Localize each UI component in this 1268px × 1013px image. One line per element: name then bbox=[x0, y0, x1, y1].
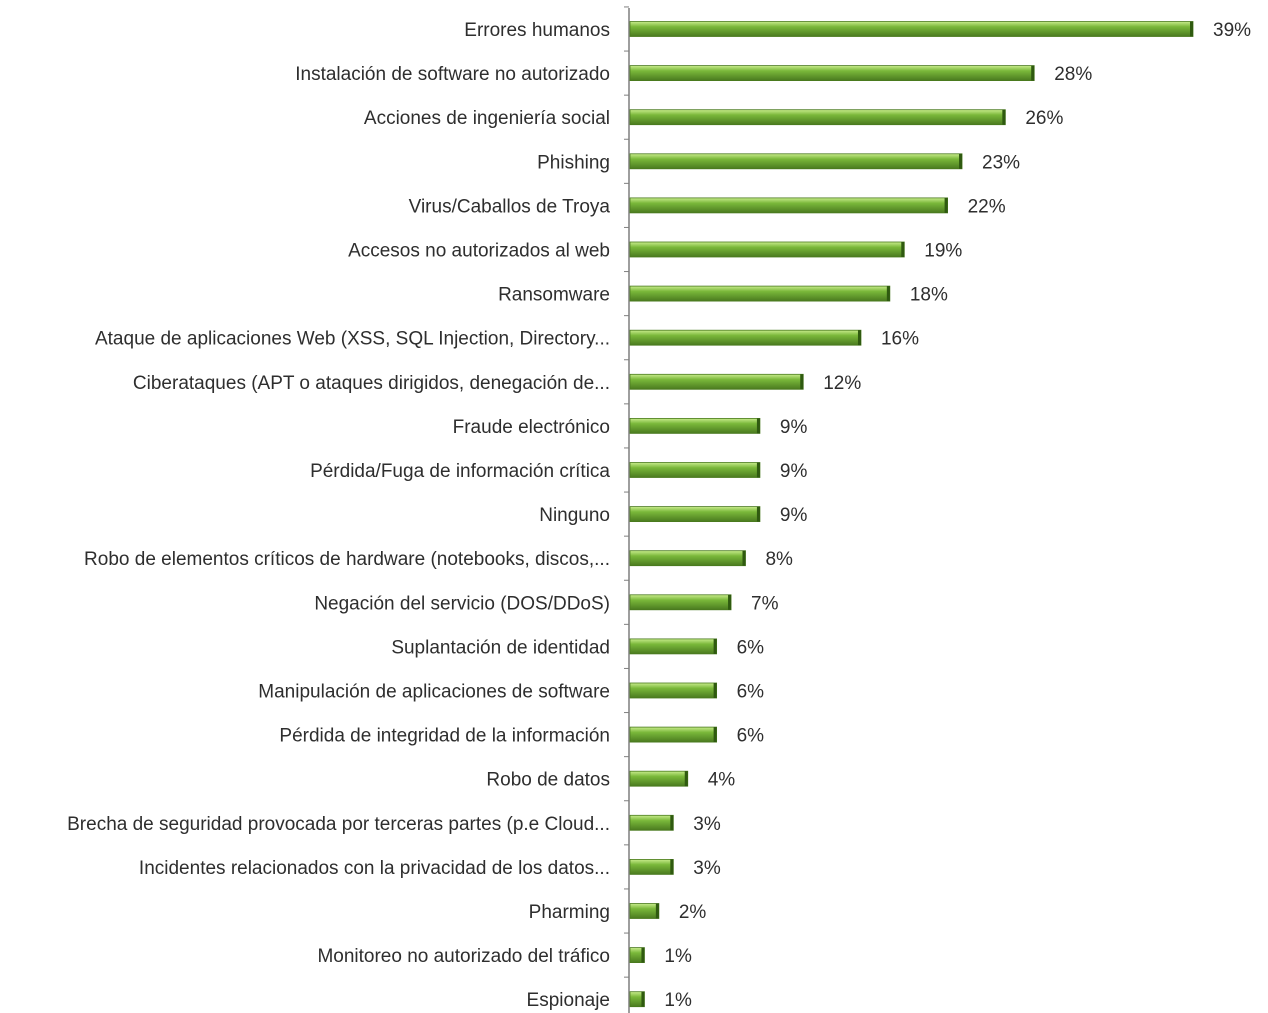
bar-errores-humanos bbox=[629, 21, 1194, 37]
category-label: Suplantación de identidad bbox=[391, 637, 610, 658]
value-label: 1% bbox=[664, 946, 692, 967]
category-label: Espionaje bbox=[527, 990, 610, 1011]
y-axis-ticks bbox=[624, 6, 629, 978]
value-label: 23% bbox=[982, 152, 1020, 173]
value-label: 2% bbox=[679, 902, 707, 923]
value-label: 1% bbox=[664, 990, 692, 1011]
category-label: Ciberataques (APT o ataques dirigidos, d… bbox=[133, 373, 610, 394]
bar-ninguno bbox=[629, 506, 761, 523]
bar-perdida-de-integridad-de-la-informacion bbox=[629, 726, 718, 743]
value-label: 28% bbox=[1054, 64, 1092, 85]
bar-end-cap bbox=[713, 638, 717, 654]
category-label: Ransomware bbox=[498, 285, 610, 306]
bar-end-cap bbox=[756, 506, 760, 522]
value-label: 18% bbox=[910, 285, 948, 306]
value-label: 9% bbox=[780, 417, 808, 438]
value-label: 19% bbox=[924, 241, 962, 262]
value-label: 6% bbox=[737, 726, 765, 747]
value-label: 16% bbox=[881, 329, 919, 350]
bar-end-cap bbox=[670, 815, 674, 831]
bar-end-cap bbox=[641, 991, 645, 1007]
bar-robo-de-datos bbox=[629, 770, 689, 787]
bar-negacion-del-servicio-dos-ddos bbox=[629, 594, 732, 611]
category-label: Ataque de aplicaciones Web (XSS, SQL Inj… bbox=[95, 329, 610, 350]
bar-incidentes-relacionados-con-la-privacida bbox=[629, 859, 674, 875]
bar-end-cap bbox=[886, 286, 890, 302]
category-label: Phishing bbox=[537, 152, 610, 173]
bar-perdida-fuga-de-informacion-critica bbox=[629, 462, 761, 478]
category-label: Acciones de ingeniería social bbox=[364, 108, 610, 129]
bar-end-cap bbox=[1031, 65, 1035, 81]
bar-end-cap bbox=[901, 242, 905, 257]
value-label: 6% bbox=[737, 637, 765, 658]
category-label: Ninguno bbox=[539, 505, 610, 526]
bar-end-cap bbox=[959, 153, 963, 169]
category-label: Robo de datos bbox=[486, 770, 610, 791]
category-label: Negación del servicio (DOS/DDoS) bbox=[314, 593, 610, 614]
bar-end-cap bbox=[670, 859, 674, 875]
value-label: 3% bbox=[693, 858, 721, 879]
bar-robo-de-elementos-criticos-de-hardware-n bbox=[629, 550, 746, 567]
value-label: 7% bbox=[751, 593, 779, 614]
bar-end-cap bbox=[713, 727, 717, 743]
bar-end-cap bbox=[728, 594, 732, 610]
category-label: Fraude electrónico bbox=[453, 417, 610, 438]
bar-phishing bbox=[629, 153, 963, 170]
value-label: 4% bbox=[708, 770, 736, 791]
bars-group bbox=[629, 21, 1194, 1008]
value-label: 3% bbox=[693, 814, 721, 835]
category-label: Instalación de software no autorizado bbox=[295, 64, 610, 85]
value-label: 26% bbox=[1025, 108, 1063, 129]
value-label: 8% bbox=[765, 549, 793, 570]
category-label: Accesos no autorizados al web bbox=[348, 241, 610, 262]
category-label: Pérdida de integridad de la información bbox=[279, 726, 610, 747]
bar-instalacion-de-software-no-autorizado bbox=[629, 65, 1035, 81]
category-label: Pharming bbox=[529, 902, 610, 923]
category-labels: Errores humanos Instalación de software n… bbox=[67, 20, 610, 1011]
bar-end-cap bbox=[1002, 109, 1006, 125]
bar-end-cap bbox=[684, 771, 688, 787]
bar-end-cap bbox=[742, 550, 746, 566]
bar-end-cap bbox=[641, 947, 645, 963]
category-label: Errores humanos bbox=[464, 20, 610, 41]
bar-ataque-de-aplicaciones-web-xss-sql-injec bbox=[629, 329, 862, 346]
bar-virus-caballos-de-troya bbox=[629, 197, 948, 214]
bar-end-cap bbox=[756, 418, 760, 434]
bar-end-cap bbox=[1190, 21, 1193, 37]
bar-suplantacion-de-identidad bbox=[629, 638, 718, 655]
bar-end-cap bbox=[713, 683, 717, 698]
category-label: Virus/Caballos de Troya bbox=[409, 196, 611, 217]
bar-ciberataques-apt-o-ataques-dirigidos-den bbox=[629, 373, 804, 390]
bar-end-cap bbox=[655, 903, 659, 919]
category-label: Pérdida/Fuga de información crítica bbox=[310, 461, 610, 482]
bar-end-cap bbox=[944, 197, 948, 213]
bar-end-cap bbox=[756, 462, 760, 478]
bar-end-cap bbox=[800, 374, 804, 390]
value-label: 9% bbox=[780, 505, 808, 526]
value-label: 39% bbox=[1213, 20, 1251, 41]
value-label: 22% bbox=[968, 196, 1006, 217]
value-label: 9% bbox=[780, 461, 808, 482]
category-label: Incidentes relacionados con la privacida… bbox=[139, 858, 610, 879]
category-label: Monitoreo no autorizado del tráfico bbox=[317, 946, 610, 967]
bar-brecha-de-seguridad-provocada-por-tercer bbox=[629, 814, 674, 831]
bar-pharming bbox=[629, 903, 660, 919]
bar-ransomware bbox=[629, 285, 891, 302]
category-label: Manipulación de aplicaciones de software bbox=[258, 682, 610, 703]
category-label: Robo de elementos críticos de hardware (… bbox=[84, 549, 610, 570]
bar-manipulacion-de-aplicaciones-de-software bbox=[629, 682, 718, 699]
value-label: 12% bbox=[823, 373, 861, 394]
category-label: Brecha de seguridad provocada por tercer… bbox=[67, 814, 610, 835]
bar-end-cap bbox=[857, 330, 861, 346]
bar-acciones-de-ingenieria-social bbox=[629, 109, 1006, 126]
value-labels: 39% 28% 26% 23% 22% 19% 18% 16% 12% 9% 9% 9% 8% 7% 6% 6… bbox=[664, 20, 1251, 1011]
value-label: 6% bbox=[737, 682, 765, 703]
bar-accesos-no-autorizados-al-web bbox=[629, 241, 905, 258]
bar-fraude-electronico bbox=[629, 417, 761, 434]
